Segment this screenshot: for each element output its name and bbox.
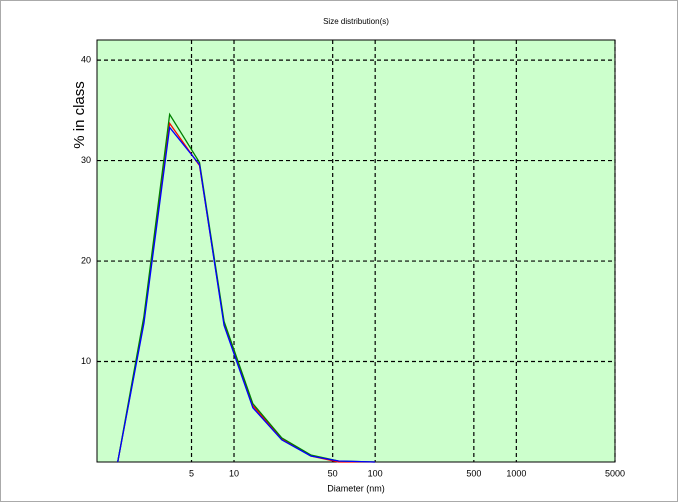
- y-tick-label: 10: [81, 356, 91, 366]
- y-tick-label: 40: [81, 54, 91, 64]
- x-tick-label: 5: [189, 468, 194, 478]
- y-axis-label: % in class: [71, 81, 88, 149]
- x-tick-label: 5000: [605, 468, 625, 478]
- y-tick-label: 30: [81, 155, 91, 165]
- chart-title: Size distribution(s): [323, 17, 389, 26]
- y-tick-label: 20: [81, 255, 91, 265]
- x-tick-label: 1000: [506, 468, 526, 478]
- data-line: [117, 125, 376, 463]
- x-tick-label: 100: [368, 468, 383, 478]
- x-tick-label: 500: [466, 468, 481, 478]
- x-axis-label: Diameter (nm): [327, 483, 385, 493]
- plot-area: [96, 39, 616, 463]
- x-tick-label: 50: [328, 468, 338, 478]
- x-tick-label: 10: [229, 468, 239, 478]
